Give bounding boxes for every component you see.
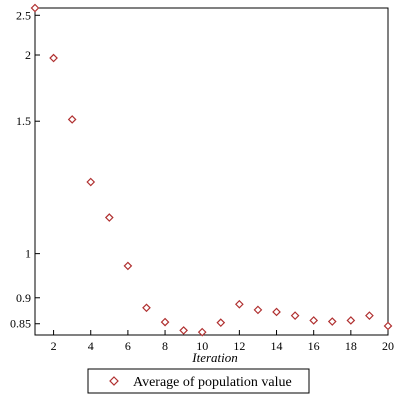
x-tick-label: 14 [271,339,283,353]
x-tick-label: 20 [382,339,394,353]
data-point [216,318,226,327]
data-point [346,316,356,325]
x-tick-label: 4 [88,339,94,353]
x-tick-label: 10 [196,339,208,353]
legend: Average of population value [87,368,310,394]
data-point [272,307,281,317]
legend-box [87,368,310,394]
data-point [383,321,393,331]
y-axis: 0.85 0.9 1 1.5 2 2.5 [10,8,40,331]
data-point [197,327,207,337]
legend-marker [109,376,119,386]
plot-area [34,7,389,336]
data-point [160,317,170,327]
x-tick-label: 18 [345,339,357,353]
y-tick-label: 0.9 [16,291,31,305]
data-point [290,311,300,320]
data-point [235,299,244,309]
data-point [104,213,114,222]
x-tick-label: 12 [233,339,245,353]
x-tick-label: 6 [125,339,131,353]
data-point [123,261,133,271]
y-tick-label: 2 [25,48,31,62]
data-point [86,177,96,187]
y-tick-label: 1.5 [16,114,31,128]
data-point [253,305,263,315]
data-point [30,3,40,13]
data-point [365,311,374,320]
y-tick-label: 1 [25,247,31,261]
x-tick-label: 2 [51,339,57,353]
data-point [142,303,151,313]
y-tick-label: 0.85 [10,317,31,331]
data-points [30,3,393,337]
data-point [327,317,337,326]
legend-label: Average of population value [133,375,292,390]
y-tick-label: 2.5 [16,8,31,22]
x-axis-title: Iteration [191,350,238,365]
data-point [179,326,188,335]
x-axis: 2 4 6 8 10 12 14 16 18 20 [51,330,394,353]
data-point [49,53,58,63]
x-tick-label: 8 [162,339,168,353]
x-tick-label: 16 [308,339,320,353]
data-point [309,316,319,325]
data-point [67,115,77,124]
